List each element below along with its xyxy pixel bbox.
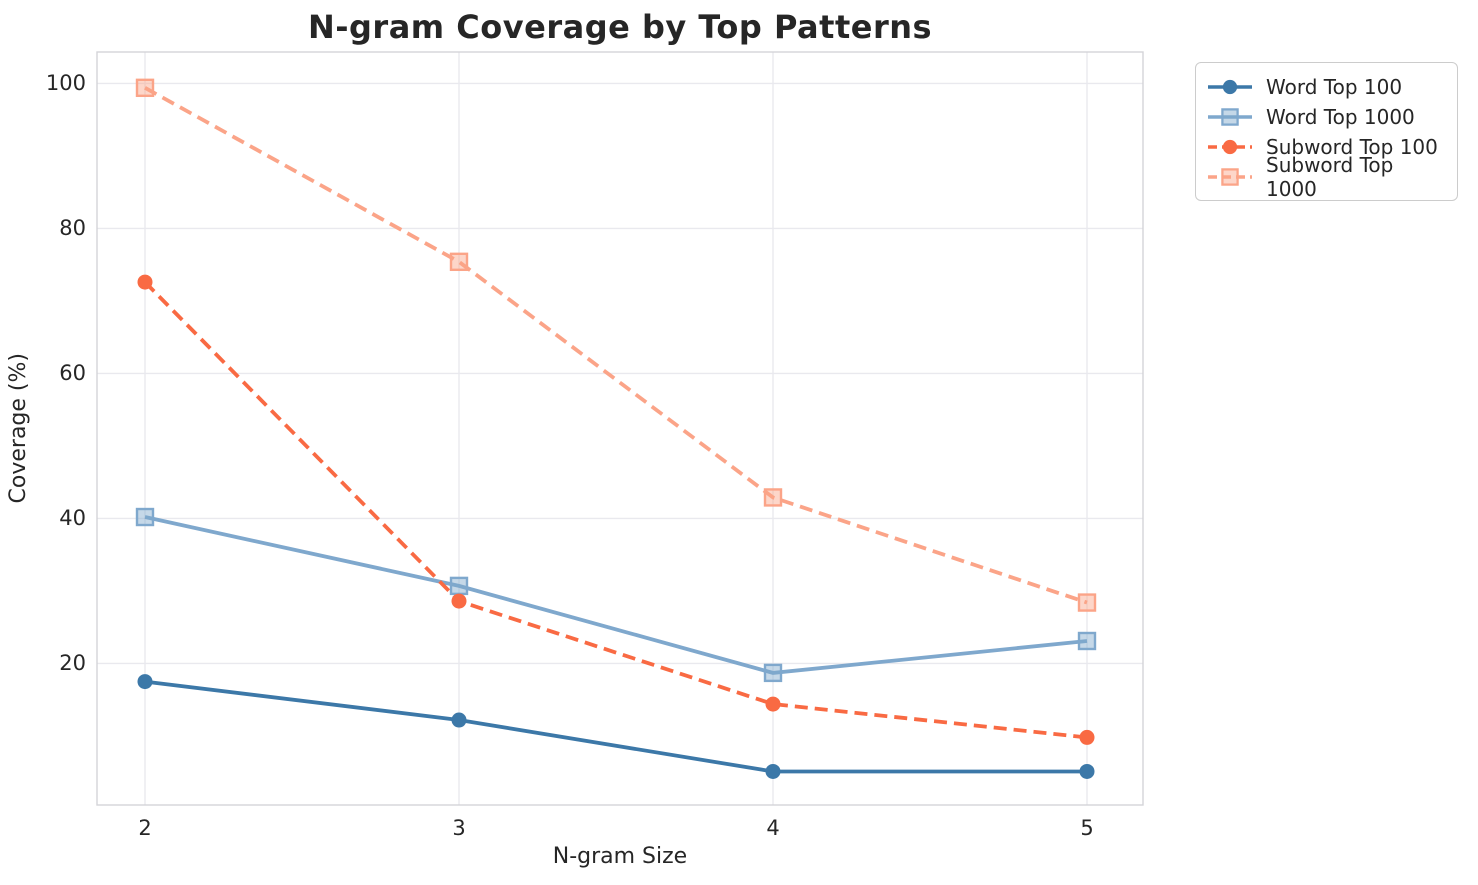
y-axis-label-wrap: Coverage (%) <box>6 52 31 805</box>
legend-label: Word Top 1000 <box>1266 104 1415 129</box>
data-point-marker <box>449 252 469 272</box>
data-point-marker <box>135 507 155 527</box>
data-point-marker <box>449 576 469 596</box>
legend-label: Subword Top 1000 <box>1266 152 1394 201</box>
data-point-marker <box>1221 167 1239 186</box>
legend-label: Word Top 100 <box>1266 74 1403 99</box>
y-axis-label: Coverage (%) <box>6 353 31 504</box>
legend-item: Word Top 1000 <box>1206 103 1445 130</box>
x-tick-label: 5 <box>1080 816 1094 840</box>
x-tick-label: 4 <box>766 816 780 840</box>
x-axis-label: N-gram Size <box>552 844 688 869</box>
legend-line-sample <box>1208 139 1252 154</box>
y-tick-label: 80 <box>59 216 86 241</box>
y-tick-label: 40 <box>59 506 86 531</box>
data-point-marker <box>1221 107 1239 126</box>
chart-title: N-gram Coverage by Top Patterns <box>307 8 933 46</box>
data-point-marker <box>763 488 783 507</box>
data-point-marker <box>451 593 467 609</box>
legend-item: Subword Top 1000 <box>1206 153 1445 201</box>
plot-border <box>96 51 1144 806</box>
legend-line-sample <box>1208 107 1252 126</box>
y-tick-label: 100 <box>45 71 86 96</box>
data-point-marker <box>1077 631 1097 651</box>
data-point-marker <box>137 674 153 690</box>
data-point-marker <box>137 274 153 290</box>
data-point-marker <box>451 712 467 728</box>
series-line <box>144 515 1088 675</box>
x-tick-label: 3 <box>452 816 466 840</box>
plot-area <box>97 52 1143 805</box>
data-point-marker <box>1222 139 1238 154</box>
data-point-marker <box>1079 763 1095 779</box>
data-point-marker <box>1222 79 1238 94</box>
y-tick-label: 60 <box>59 361 86 386</box>
data-point-marker <box>1077 593 1097 612</box>
data-point-marker <box>135 78 155 98</box>
legend-line-sample <box>1208 167 1252 186</box>
data-point-marker <box>1079 729 1095 745</box>
y-tick-label: 20 <box>59 651 86 676</box>
data-point-marker <box>765 696 781 712</box>
series-line <box>143 280 1088 740</box>
legend-item: Word Top 100 <box>1206 73 1445 100</box>
x-tick-label: 2 <box>138 816 152 840</box>
legend: Word Top 100 Word Top 1000 Subword Top 1… <box>1195 62 1458 201</box>
legend-line-sample <box>1208 79 1252 94</box>
data-point-marker <box>765 763 781 779</box>
data-point-marker <box>763 663 783 683</box>
legend-item: Subword Top 100 <box>1206 133 1445 160</box>
legend-label: Subword Top 100 <box>1266 134 1438 159</box>
series-line <box>144 679 1087 774</box>
